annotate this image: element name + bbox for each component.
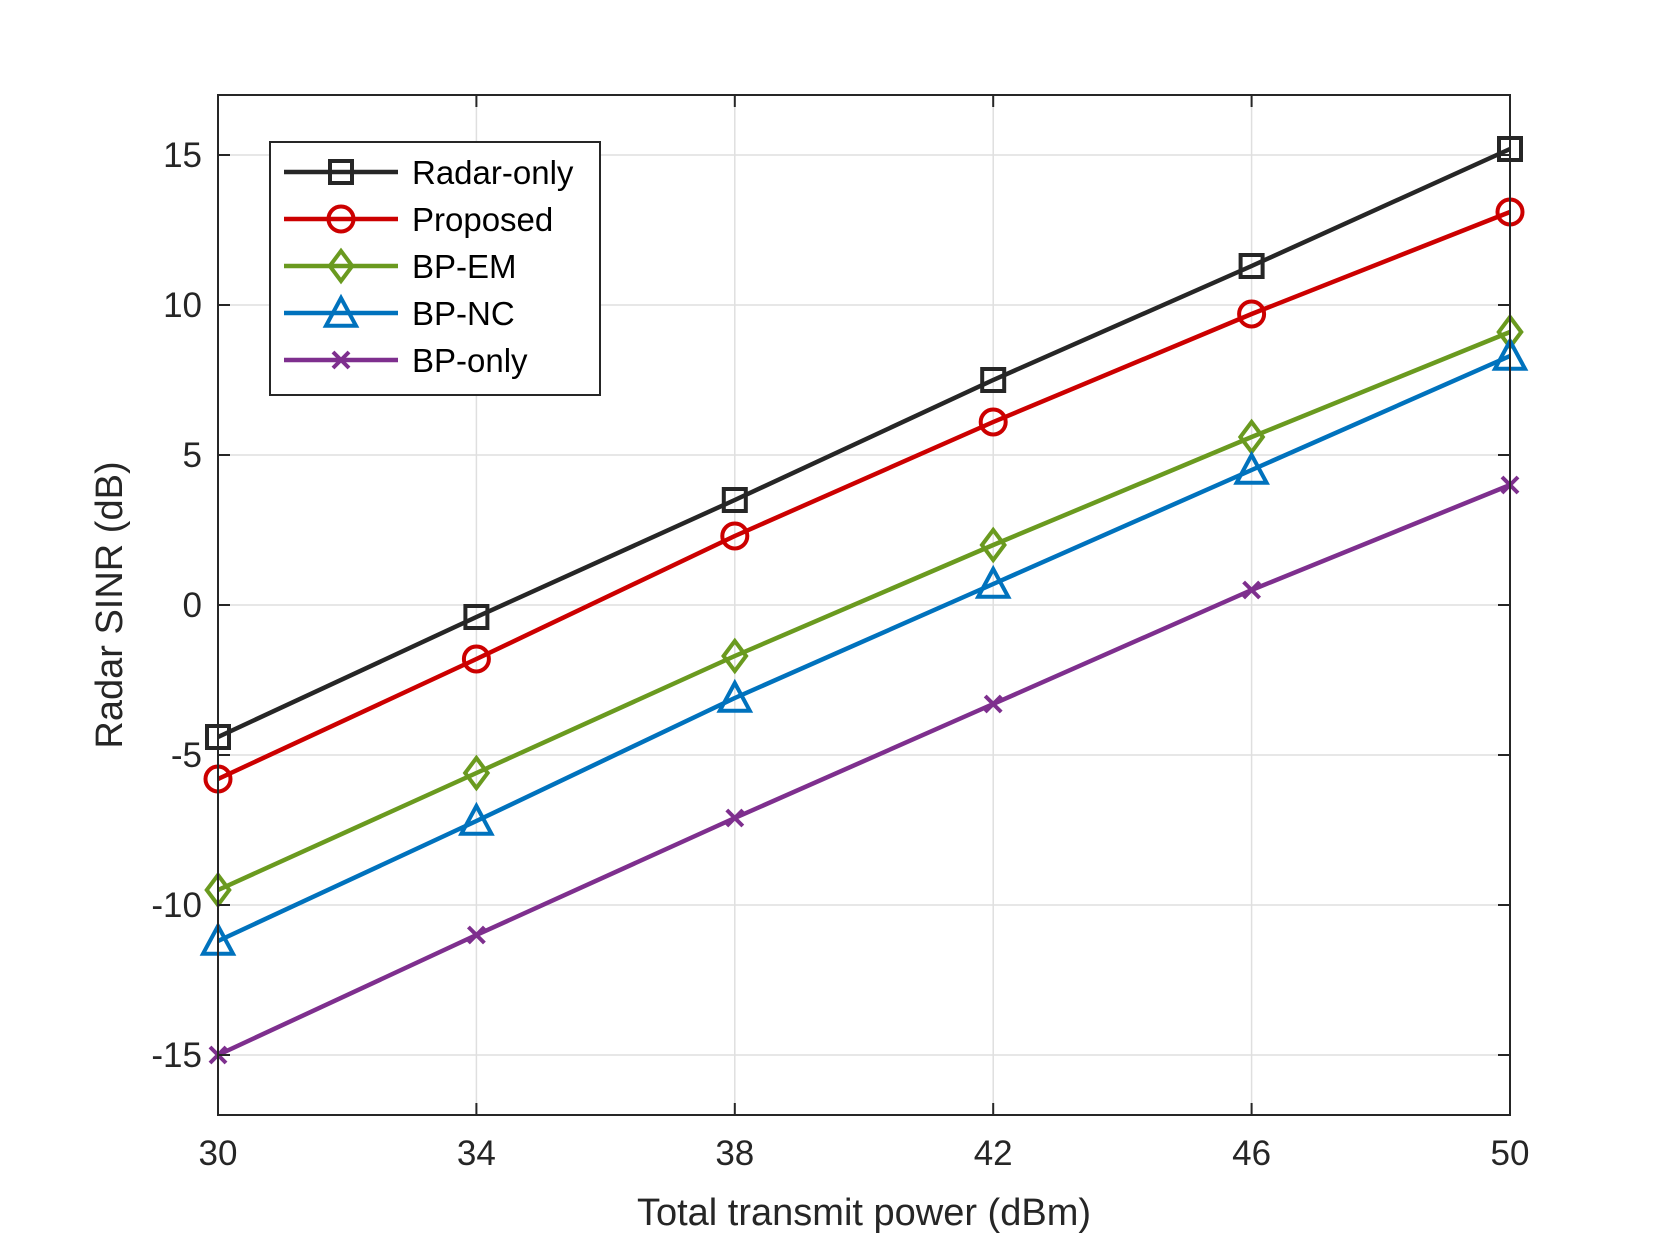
x-tick-label: 30 [199, 1134, 238, 1173]
legend-label: Proposed [412, 201, 553, 238]
series-line [217, 209, 1511, 782]
data-point-marker [725, 808, 745, 828]
legend-marker [331, 350, 351, 370]
y-tick-label: 15 [163, 136, 202, 175]
y-tick-label: -5 [171, 736, 202, 775]
data-point-marker [980, 367, 1007, 393]
x-tick-label: 46 [1232, 1134, 1271, 1173]
data-point-marker [983, 694, 1003, 714]
x-tick-label: 42 [974, 1134, 1013, 1173]
data-point-marker [974, 564, 1012, 599]
legend-marker [328, 159, 354, 185]
data-point-marker [979, 526, 1007, 564]
data-point-marker [462, 754, 491, 792]
legend-item: Radar-only [284, 154, 574, 191]
data-point-marker [466, 925, 486, 945]
legend-marker [327, 247, 355, 285]
legend-item: BP-NC [284, 293, 515, 332]
series-line [217, 353, 1511, 944]
data-point-marker [721, 487, 748, 513]
data-point-marker [716, 678, 754, 713]
x-tick-label: 38 [715, 1134, 754, 1173]
plot-series [199, 136, 1529, 1065]
legend-box [269, 141, 601, 396]
legend-item: Proposed [284, 201, 553, 238]
data-point-marker [1242, 580, 1262, 600]
legend-item: BP-only [284, 342, 528, 379]
x-axis-label: Total transmit power (dBm) [637, 1192, 1091, 1234]
data-point-marker [1233, 450, 1270, 485]
data-point-marker [1238, 253, 1265, 279]
data-point-marker [463, 604, 490, 630]
x-tick-label: 34 [457, 1134, 496, 1173]
y-tick-label: -15 [151, 1036, 202, 1075]
data-point-marker [978, 407, 1008, 437]
series-line [217, 482, 1511, 1058]
legend-label: BP-EM [412, 248, 517, 285]
axis-ticks: 30 34 38 42 46 50 -15 -10 -5 0 5 10 15 [151, 95, 1529, 1173]
data-point-marker [1237, 299, 1267, 329]
y-tick-label: -10 [151, 886, 202, 925]
data-point-marker [720, 521, 750, 551]
data-point-marker [721, 637, 749, 675]
series-line [217, 329, 1511, 893]
legend-item: BP-EM [284, 247, 517, 285]
data-point-marker [461, 644, 491, 674]
y-axis-label: Radar SINR (dB) [89, 461, 131, 748]
legend-label: Radar-only [412, 154, 574, 191]
legend-label: BP-only [412, 342, 528, 379]
data-point-marker [458, 801, 495, 836]
x-tick-label: 50 [1491, 1134, 1530, 1173]
legend-marker [326, 204, 356, 234]
legend: Radar-only Proposed BP-EM BP-NC BP-only [269, 141, 601, 396]
series-line [217, 146, 1511, 740]
y-tick-label: 10 [163, 286, 202, 325]
legend-label: BP-NC [412, 295, 515, 332]
legend-marker [322, 293, 360, 328]
y-tick-label: 5 [183, 436, 202, 475]
y-tick-label: 0 [183, 586, 202, 625]
